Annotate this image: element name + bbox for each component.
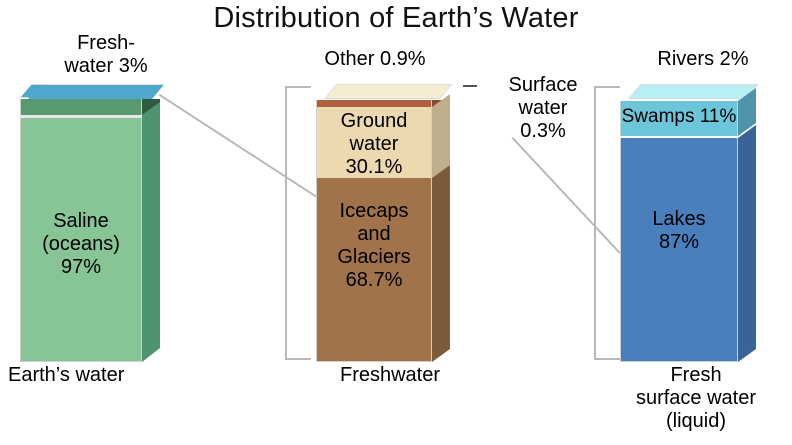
col2-groundwater-front-face [316, 107, 432, 178]
col2-icecaps-label: Icecaps and Glaciers 68.7% [337, 200, 411, 291]
col1-top-label: Fresh- water 3% [64, 32, 148, 77]
column-freshwater: Ground water 30.1% Icecaps and Glaciers … [316, 84, 466, 362]
col1-freshwater-band [20, 99, 142, 115]
col3-swamps-side-face [738, 88, 756, 136]
col1-saline-side-face [142, 102, 160, 362]
col2-surface-water-label: Surface water 0.3% [508, 74, 578, 142]
col1-saline-front-face [20, 118, 142, 362]
bracket-freshwater [285, 86, 311, 360]
col2-groundwater-side-face [432, 94, 450, 178]
col3-lakes-label: Lakes 87% [652, 208, 706, 253]
col2-groundwater-label: Ground water 30.1% [340, 110, 408, 178]
col3-swamps-front-face [620, 101, 738, 136]
col2-surface-water-stripe [316, 100, 432, 107]
col3-caption: Fresh surface water (liquid) [635, 364, 757, 432]
col3-lakes-front-face [620, 138, 738, 362]
col2-icecaps-front-face [316, 178, 432, 362]
bracket-fresh-surface-water [594, 86, 620, 360]
column-earths-water: Saline (oceans) 97% [20, 84, 170, 362]
col1-caption: Earth’s water [8, 364, 125, 386]
col2-other-label: Other 0.9% [324, 48, 426, 70]
surface-water-connector-dash [463, 85, 477, 87]
chart-title: Distribution of Earth’s Water [213, 2, 579, 34]
col3-swamps-label: Swamps 11% [621, 106, 737, 127]
col2-icecaps-side-face [432, 165, 450, 362]
col3-rivers-top-face [628, 84, 759, 99]
col2-other-top-face [324, 84, 453, 99]
column-fresh-surface-water: Swamps 11% Lakes 87% [620, 84, 770, 362]
col1-saline-label: Saline (oceans) 97% [42, 210, 120, 278]
col2-caption: Freshwater [339, 364, 441, 386]
col3-rivers-label: Rivers 2% [657, 48, 749, 70]
col3-lakes-side-face [738, 125, 756, 362]
col1-top-face-skew [28, 84, 165, 99]
col1-divider [20, 115, 142, 118]
